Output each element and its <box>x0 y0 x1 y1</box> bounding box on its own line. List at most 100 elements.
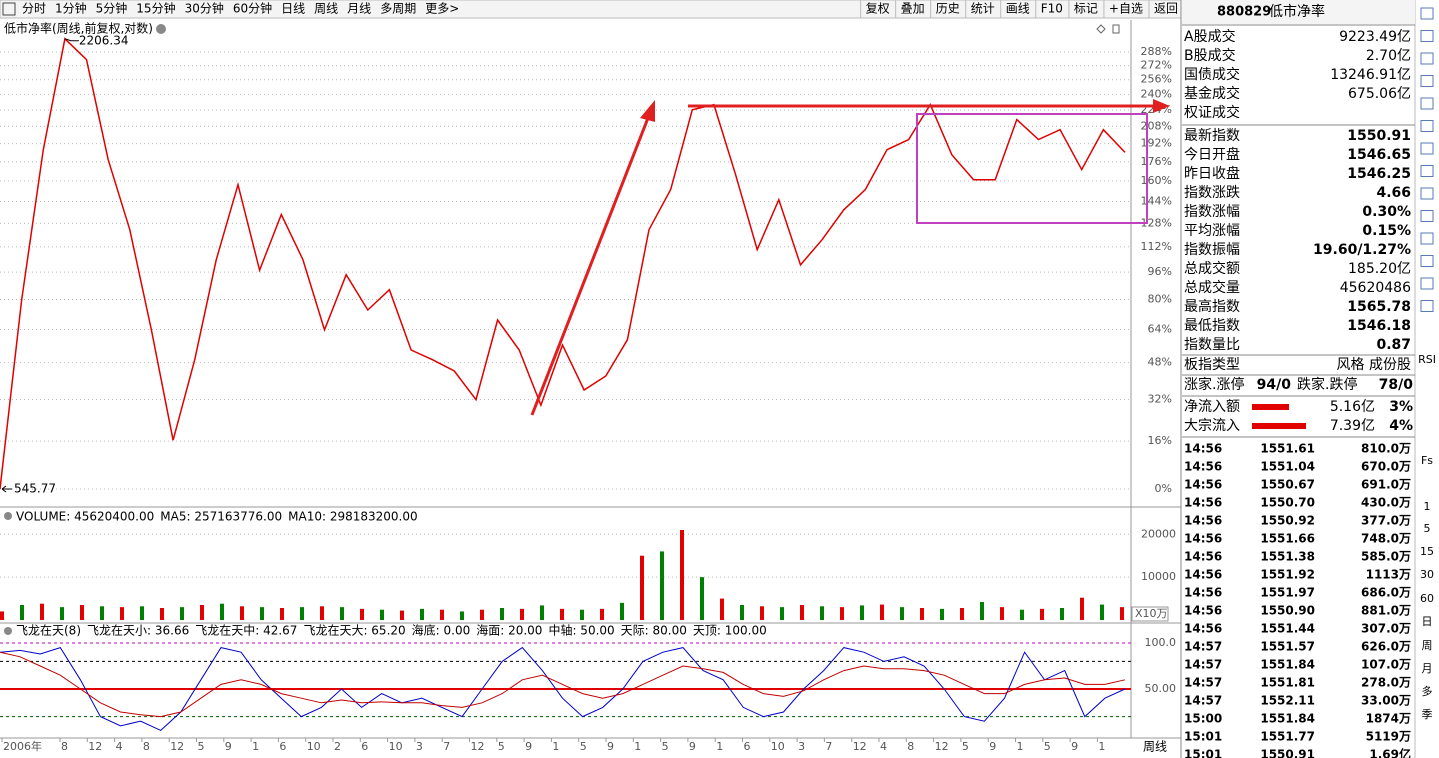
x-tick-label: 2 <box>334 740 341 753</box>
toolbar-button[interactable]: 日线 <box>281 2 305 16</box>
panel-menu[interactable] <box>4 512 12 520</box>
volume-bar <box>760 606 764 620</box>
volume-legend: MA10: 298183200.00 <box>288 510 418 524</box>
trade-price: 1551.66 <box>1260 532 1315 546</box>
volume-bar <box>420 608 424 620</box>
volume-bar <box>700 577 704 620</box>
y-tick-label: 96% <box>1148 265 1172 278</box>
indicator-legend: 天际: 80.00 <box>621 624 687 638</box>
quote-label: 大宗流入 <box>1184 418 1240 434</box>
tool-icon[interactable] <box>1420 300 1434 312</box>
trade-time: 14:56 <box>1184 586 1222 600</box>
tool-icon[interactable] <box>1420 75 1434 87</box>
quote-label: 指数振幅 <box>1184 242 1240 258</box>
trade-price: 1550.70 <box>1260 496 1315 510</box>
trade-price: 1552.11 <box>1260 694 1315 708</box>
tool-icon[interactable] <box>1420 210 1434 222</box>
tool-label[interactable]: 季 <box>1422 708 1433 721</box>
tool-icon[interactable] <box>1420 277 1434 290</box>
toolbar-button[interactable]: 叠加 <box>901 2 925 16</box>
volume-bar <box>740 605 744 620</box>
toolbar-button[interactable]: 标记 <box>1074 2 1098 16</box>
toolbar-button[interactable]: 15分钟 <box>136 1 175 16</box>
volume-bar <box>900 607 904 620</box>
quote-value: 19.60/1.27% <box>1313 242 1411 258</box>
title-menu[interactable] <box>156 24 166 34</box>
toolbar-button[interactable]: 返回 <box>1154 2 1178 16</box>
tool-label[interactable]: 15 <box>1420 545 1434 558</box>
panel-menu[interactable] <box>4 627 12 635</box>
volume-bar <box>1120 607 1124 620</box>
toolbar-button[interactable]: 复权 <box>866 2 890 16</box>
x-tick-label: 12 <box>471 740 485 753</box>
toolbar-button[interactable]: 60分钟 <box>233 1 272 16</box>
quote-value: 13246.91亿 <box>1330 67 1411 83</box>
tool-label[interactable]: RSI <box>1418 353 1436 366</box>
chart-controls[interactable] <box>1096 24 1120 34</box>
tool-icon[interactable] <box>1420 187 1434 200</box>
quote-value: 9223.49亿 <box>1339 29 1411 45</box>
toolbar-button[interactable]: 分时 <box>22 2 46 16</box>
x-tick-label: 1 <box>252 740 259 753</box>
x-tick-label: 1 <box>552 740 559 753</box>
toolbar-button[interactable]: 历史 <box>936 2 960 16</box>
tool-icon[interactable] <box>1420 165 1434 177</box>
tool-icon[interactable] <box>1420 30 1434 42</box>
volume-bar <box>100 606 104 620</box>
tool-label[interactable]: 5 <box>1424 522 1431 535</box>
quote-value: 5.16亿 <box>1330 399 1375 415</box>
x-tick-label: 9 <box>1071 740 1078 753</box>
volume-bar <box>200 605 204 620</box>
toolbar-icon[interactable] <box>2 2 16 16</box>
tool-label[interactable]: 日 <box>1422 615 1433 628</box>
trade-price: 1550.67 <box>1260 478 1315 492</box>
tool-label[interactable]: 多 <box>1422 684 1433 698</box>
toolbar <box>0 0 1182 19</box>
tool-icon[interactable] <box>1420 52 1434 65</box>
toolbar-button[interactable]: 画线 <box>1006 2 1030 16</box>
quote-value: 2.70亿 <box>1366 48 1411 64</box>
toolbar-button[interactable]: F10 <box>1041 2 1063 16</box>
volume-bar <box>1100 604 1104 620</box>
tool-label[interactable]: Fs <box>1421 454 1433 467</box>
toolbar-button[interactable]: 多周期 <box>380 2 416 16</box>
toolbar-button[interactable]: 统计 <box>971 2 995 16</box>
tool-label[interactable]: 月 <box>1422 662 1433 675</box>
tool-icon[interactable] <box>1420 7 1434 20</box>
volume-bar <box>660 551 664 620</box>
volume-bar <box>80 605 84 620</box>
trade-price: 1551.97 <box>1260 586 1315 600</box>
toolbar-button[interactable]: 更多> <box>425 2 459 16</box>
trade-volume: 686.0万 <box>1361 586 1411 600</box>
tool-icon[interactable] <box>1420 255 1434 267</box>
x-tick-label: 5 <box>962 740 969 753</box>
y-tick-label: 20000 <box>1141 527 1176 540</box>
x-tick-label: 2006年 <box>3 739 42 753</box>
x-tick-label: 12 <box>935 740 949 753</box>
unit-box <box>1131 606 1169 622</box>
quote-name: 低市净率 <box>1269 3 1325 20</box>
tool-label[interactable]: 60 <box>1420 592 1434 605</box>
volume-bar <box>20 605 24 620</box>
volume-bar <box>1060 608 1064 620</box>
y-tick-label: 128% <box>1141 216 1172 229</box>
tool-label[interactable]: 1 <box>1424 500 1431 513</box>
tool-label[interactable]: 周 <box>1422 639 1433 652</box>
toolbar-button[interactable]: 30分钟 <box>185 1 224 16</box>
toolbar-button[interactable]: 周线 <box>314 2 338 16</box>
x-tick-label: 9 <box>525 740 532 753</box>
quote-value: 1546.18 <box>1347 318 1411 334</box>
volume-bar <box>520 608 524 620</box>
tool-icon[interactable] <box>1420 97 1434 110</box>
trade-volume: 33.00万 <box>1361 694 1411 708</box>
tool-label[interactable]: 30 <box>1420 568 1434 581</box>
quote-label: 昨日收盘 <box>1184 165 1240 182</box>
tool-icon[interactable] <box>1420 232 1434 245</box>
toolbar-button[interactable]: 1分钟 <box>55 1 87 16</box>
quote-value: 0.30% <box>1362 204 1411 220</box>
tool-icon[interactable] <box>1420 120 1434 132</box>
toolbar-button[interactable]: 月线 <box>347 2 371 16</box>
toolbar-button[interactable]: +自选 <box>1109 2 1143 16</box>
tool-icon[interactable] <box>1420 142 1434 155</box>
toolbar-button[interactable]: 5分钟 <box>96 1 128 16</box>
